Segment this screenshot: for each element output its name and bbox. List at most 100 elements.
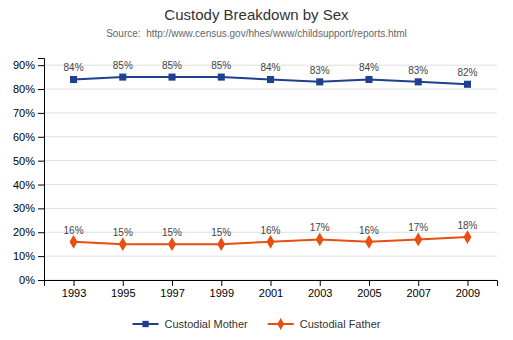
y-axis: 0% 10% 20% 30% 40% 50% 60% 70% 80% 90% [13,59,45,287]
series-marker [365,76,372,83]
series-marker [267,76,274,83]
grid-line [44,112,497,113]
series-marker [119,74,126,81]
data-label: 16% [260,225,280,236]
x-tick-label: 2007 [406,287,430,299]
series-marker [316,78,323,85]
series-marker [415,78,422,85]
y-tick-label: 20% [13,226,35,238]
grid-line [44,184,497,185]
data-label: 85% [162,60,182,71]
x-tick: 2007 [406,280,430,299]
x-axis-line [45,281,498,287]
x-tick: 2003 [308,280,332,299]
grid-line [44,160,497,161]
legend-label: Custodial Mother [165,318,248,330]
subtitle: Source: http://www.census.gov/hhes/www/c… [106,28,407,39]
y-tick: 40% [13,179,44,191]
y-tick-label: 70% [13,107,35,119]
data-label: 84% [260,62,280,73]
series-marker [463,230,471,244]
series-marker [168,74,175,81]
grid-line [44,208,497,209]
y-tick-label: 50% [13,155,35,167]
data-label: 85% [113,60,133,71]
data-label: 83% [310,65,330,76]
data-label: 16% [359,225,379,236]
legend-marker [277,318,284,330]
y-tick: 80% [13,83,44,95]
y-tick: 0% [19,274,44,286]
marks [70,74,472,252]
y-tick-mark [38,185,44,186]
x-tick: 1993 [62,280,86,299]
y-tick: 10% [13,250,44,262]
series-marker [119,237,127,251]
y-tick-mark [38,161,44,162]
x-tick-mark [271,280,272,286]
series-marker [168,237,176,251]
data-label: 85% [211,60,231,71]
y-tick: 50% [13,155,44,167]
plot-area: 1993199519971999200120032005200720090%10… [13,59,498,299]
data-label: 84% [359,62,379,73]
series-marker [70,76,77,83]
series-marker [365,235,373,249]
y-tick-mark [38,232,44,233]
series-marker [316,233,324,247]
x-tick: 1995 [111,280,135,299]
data-label: 83% [408,65,428,76]
x-axis: 199319951997199920012003200520072009 [45,280,498,299]
grid-line [44,256,497,257]
y-tick-mark [38,137,44,138]
x-tick: 1999 [210,280,234,299]
y-axis-line [38,59,45,281]
x-tick-mark [320,280,321,286]
x-tick-mark [369,280,370,286]
x-tick-label: 1997 [160,287,184,299]
data-label: 15% [211,227,231,238]
x-tick-label: 2009 [456,287,480,299]
series-marker [464,81,471,88]
legend-marker [142,321,148,327]
x-tick-mark [221,280,222,286]
x-tick: 2005 [357,280,381,299]
series-marker [217,237,225,251]
legend-item: Custodial Father [268,318,381,330]
y-tick-label: 30% [13,202,35,214]
x-tick-mark [172,280,173,286]
y-tick: 30% [13,202,44,214]
x-tick: 1997 [160,280,184,299]
legend: Custodial Mother Custodial Father [133,318,381,330]
x-tick-label: 1993 [62,287,86,299]
x-tick-label: 1999 [210,287,234,299]
y-tick-mark [38,89,44,90]
y-tick-mark [38,208,44,209]
legend-item: Custodial Mother [133,318,248,330]
data-label: 18% [457,220,477,231]
data-label: 15% [113,227,133,238]
data-label: 84% [64,62,84,73]
title: Custody Breakdown by Sex [164,6,349,23]
data-label: 16% [64,225,84,236]
y-tick: 70% [13,107,44,119]
y-tick-label: 10% [13,250,35,262]
series-marker [218,74,225,81]
data-label: 17% [310,222,330,233]
x-tick-mark [123,280,124,286]
y-tick: 60% [13,131,44,143]
grid [44,65,497,280]
y-tick-mark [38,280,44,281]
x-tick-mark [418,280,419,286]
y-tick-label: 90% [13,59,35,71]
y-tick-mark [38,256,44,257]
y-tick-mark [38,113,44,114]
series-marker [267,235,275,249]
x-tick-label: 1995 [111,287,135,299]
data-label: 17% [408,222,428,233]
x-tick: 2009 [456,280,480,299]
chart: Custody Breakdown by Sex Source: http://w… [0,0,513,340]
data-labels: 84%85%85%85%84%83%84%83%82%16%15%15%15%1… [64,60,478,238]
series-marker [70,235,78,249]
x-tick-label: 2003 [308,287,332,299]
